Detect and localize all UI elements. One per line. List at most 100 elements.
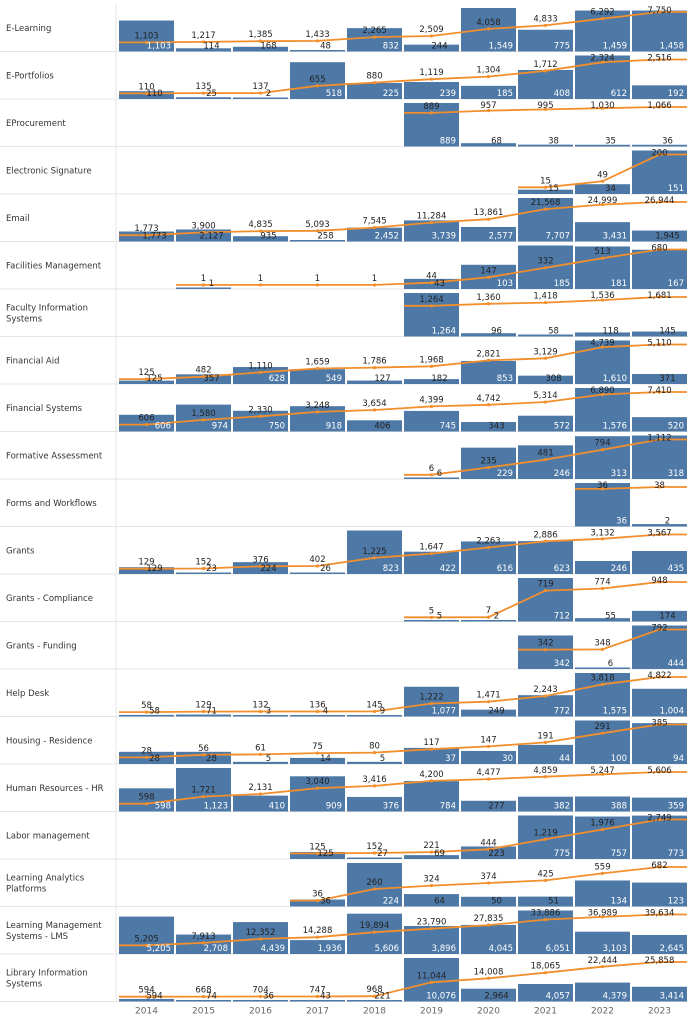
line-point	[144, 40, 149, 45]
line-value-label: 221	[423, 841, 439, 851]
bar-value-label: 343	[488, 422, 504, 432]
line-value-label: 145	[366, 700, 382, 710]
bar	[233, 795, 288, 812]
bar-value-label: 55	[605, 612, 616, 622]
line-point	[657, 627, 662, 632]
line-value-label: 36	[312, 890, 323, 900]
line-value-label: 191	[537, 731, 553, 741]
line-point	[315, 229, 320, 233]
bar	[632, 551, 687, 574]
bar-value-label: 1,549	[489, 42, 513, 52]
line-point	[486, 302, 491, 306]
bar	[290, 1000, 345, 1002]
line-point	[144, 377, 149, 381]
line-value-label: 1,110	[248, 361, 272, 371]
line-value-label: 28	[141, 746, 152, 756]
bar-value-label: 1,575	[603, 707, 627, 717]
line-point	[372, 365, 377, 370]
line-value-label: 1,418	[533, 292, 557, 302]
bar-value-label: 408	[554, 89, 570, 99]
panel: Grants 129 152 376 402 1,225 1,647 2,263 2,886 3,…	[0, 526, 688, 575]
bar-value-label: 1,264	[432, 327, 456, 337]
line-point	[258, 91, 263, 95]
line-value-label: 342	[537, 639, 553, 649]
line-point	[543, 918, 548, 922]
bar	[518, 541, 573, 574]
bar-value-label: 382	[554, 802, 570, 812]
line-value-label: 1,580	[191, 409, 215, 419]
bar-value-label: 28	[206, 754, 217, 764]
line-point	[429, 779, 434, 783]
line-value-label: 152	[195, 557, 211, 567]
line-point	[543, 971, 548, 975]
line-value-label: 1,968	[419, 355, 443, 365]
x-tick-label: 2020	[477, 1007, 500, 1017]
bar-value-label: 594	[146, 992, 162, 1002]
bar	[233, 1000, 288, 1002]
bar	[290, 62, 345, 99]
panel: Forms and Workflows 36 38 36 2	[0, 479, 688, 527]
line-point	[657, 57, 662, 62]
bar-value-label: 118	[602, 327, 618, 337]
bar	[347, 28, 402, 52]
line-point	[429, 111, 434, 115]
panel-category-label: E-Learning	[6, 24, 51, 34]
bar-value-label: 58	[548, 327, 559, 337]
bar	[233, 97, 288, 99]
bar-value-label: 376	[383, 802, 399, 812]
bar-value-label: 3,431	[603, 232, 627, 242]
line-value-label: 1,222	[419, 693, 443, 703]
line-value-label: 1,030	[590, 101, 614, 111]
bar-value-label: 37	[445, 754, 456, 764]
line-value-label: 2,516	[647, 54, 671, 64]
bar	[404, 686, 459, 717]
bar-value-label: 1,103	[147, 42, 171, 52]
line-point	[600, 345, 605, 349]
bar	[119, 714, 174, 717]
chart-panels: E-Learning 1,103 1,217 1,385 1,433 2,265 2,509…	[0, 4, 688, 1002]
category-label-line: Systems	[6, 979, 43, 989]
line-point	[657, 580, 662, 584]
line-point	[600, 106, 605, 110]
bar-value-label: 598	[155, 802, 171, 812]
category-label-line: Financial Aid	[6, 356, 60, 366]
line-value-label: 33,886	[531, 909, 561, 919]
bar	[632, 723, 687, 764]
line-point	[258, 564, 263, 568]
x-tick-label: 2022	[591, 1007, 614, 1017]
line-value-label: 948	[651, 576, 667, 586]
line-value-label: 1,433	[305, 30, 329, 40]
line-value-label: 444	[480, 838, 496, 848]
bar	[461, 924, 516, 954]
line-value-label: 4,200	[419, 770, 443, 780]
bar	[176, 572, 231, 574]
line-value-label: 682	[651, 861, 667, 871]
panel-category-label: Financial Aid	[6, 356, 60, 366]
line-point	[201, 795, 206, 799]
panel-category-label: Housing - Residence	[6, 736, 92, 746]
bar-value-label: 775	[554, 849, 570, 859]
line-value-label: 680	[651, 244, 667, 254]
bar-value-label: 6,051	[546, 944, 570, 954]
bar-value-label: 3,739	[432, 232, 456, 242]
panel: Grants - Funding 342 348 792 342 6 444	[0, 621, 688, 670]
line-point	[486, 976, 491, 980]
bar-value-label: 918	[326, 422, 342, 432]
bar	[404, 44, 459, 52]
line-value-label: 12,352	[246, 928, 276, 938]
line-point	[429, 850, 434, 854]
line-value-label: 385	[651, 719, 667, 729]
bar-value-label: 612	[611, 89, 627, 99]
line-point	[372, 709, 377, 714]
bar	[575, 222, 630, 242]
line-value-label: 25,858	[645, 956, 675, 966]
line-value-label: 513	[594, 247, 610, 257]
line-value-label: 137	[252, 82, 268, 92]
line-point	[144, 91, 149, 96]
bar-value-label: 43	[434, 279, 445, 289]
bar	[404, 958, 459, 1002]
bar-value-label: 258	[317, 232, 333, 242]
panel: Faculty Information Systems 1,264 1,360 1,41…	[0, 289, 688, 337]
line-point	[201, 418, 206, 422]
panel-category-label: Human Resources - HR	[6, 784, 104, 794]
